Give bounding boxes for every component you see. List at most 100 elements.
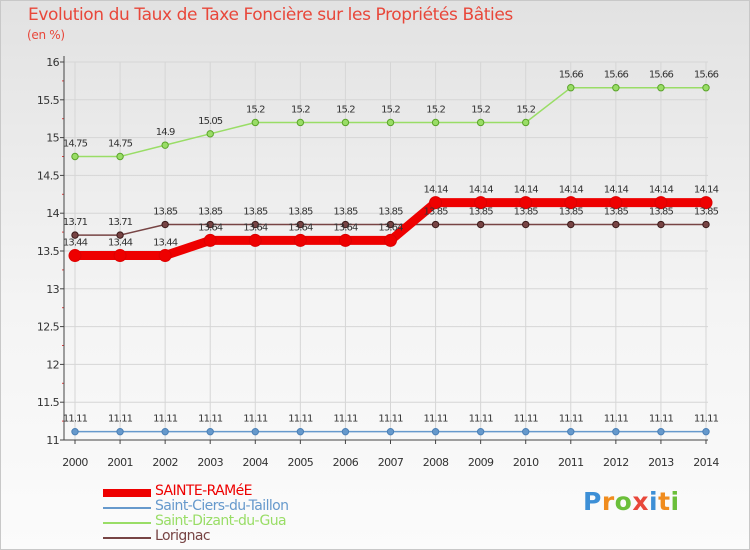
data-point-sainte-ramee — [654, 196, 668, 210]
data-label-sainte-ramee: 14.14 — [514, 185, 539, 196]
data-label-saint-ciers-du-taillon: 11.11 — [198, 414, 223, 425]
legend-swatch — [103, 537, 151, 539]
data-point-lorignac — [116, 231, 124, 239]
y-tick-label: 13.5 — [37, 245, 60, 258]
x-tick-label: 2000 — [62, 456, 88, 469]
data-label-saint-ciers-du-taillon: 11.11 — [694, 414, 719, 425]
x-tick-label: 2005 — [288, 456, 314, 469]
data-point-saint-ciers-du-taillon — [386, 427, 395, 436]
data-label-sainte-ramee: 14.14 — [424, 185, 449, 196]
data-label-saint-ciers-du-taillon: 11.11 — [469, 414, 494, 425]
legend-label: Saint-Dizant-du-Gua — [155, 513, 287, 529]
data-label-sainte-ramee: 13.64 — [288, 222, 313, 233]
logo-letter: i — [649, 487, 659, 516]
data-label-lorignac: 13.85 — [333, 207, 358, 218]
x-tick-label: 2008 — [423, 456, 449, 469]
data-label-lorignac: 13.71 — [63, 217, 88, 228]
data-label-saint-dizant-du-gua: 15.2 — [336, 104, 355, 115]
legend: SAINTE-RAMéE Saint-Ciers-du-Taillon Sain… — [103, 483, 363, 545]
data-point-sainte-ramee — [248, 233, 262, 247]
data-label-lorignac: 13.85 — [694, 207, 719, 218]
data-point-lorignac — [522, 220, 530, 229]
data-point-sainte-ramee — [474, 196, 488, 210]
data-label-saint-dizant-du-gua: 15.05 — [198, 116, 223, 127]
y-tick-label: 11.5 — [37, 396, 60, 409]
x-tick-label: 2014 — [693, 456, 719, 469]
x-tick-label: 2001 — [107, 456, 133, 469]
data-label-saint-dizant-du-gua: 15.2 — [291, 104, 310, 115]
data-label-sainte-ramee: 14.14 — [649, 185, 674, 196]
data-point-sainte-ramee — [338, 233, 352, 247]
data-point-saint-dizant-du-gua — [71, 152, 79, 161]
proxiti-logo[interactable]: Proxiti — [583, 487, 680, 516]
data-label-lorignac: 13.85 — [424, 207, 449, 218]
data-label-saint-dizant-du-gua: 15.2 — [246, 104, 265, 115]
legend-item-saint-dizant-du-gua[interactable]: Saint-Dizant-du-Gua — [103, 513, 363, 530]
data-label-sainte-ramee: 13.44 — [108, 238, 133, 249]
data-label-saint-ciers-du-taillon: 11.11 — [604, 414, 629, 425]
logo-letter: P — [583, 487, 602, 516]
data-label-saint-ciers-du-taillon: 11.11 — [153, 414, 178, 425]
data-point-lorignac — [612, 220, 620, 229]
data-label-saint-ciers-du-taillon: 11.11 — [243, 414, 268, 425]
data-label-lorignac: 13.85 — [649, 207, 674, 218]
legend-swatch — [103, 507, 151, 509]
data-label-lorignac: 13.85 — [604, 207, 629, 218]
data-label-saint-ciers-du-taillon: 11.11 — [378, 414, 403, 425]
logo-letter: t — [658, 487, 671, 516]
data-label-saint-dizant-du-gua: 15.66 — [649, 70, 674, 81]
data-point-saint-ciers-du-taillon — [116, 427, 124, 436]
data-label-lorignac: 13.85 — [243, 207, 268, 218]
data-point-saint-dizant-du-gua — [476, 118, 485, 127]
logo-letter: x — [632, 487, 649, 516]
legend-item-sainte-ramee[interactable]: SAINTE-RAMéE — [103, 483, 363, 500]
data-label-saint-ciers-du-taillon: 11.11 — [424, 414, 449, 425]
data-label-saint-dizant-du-gua: 15.66 — [694, 70, 719, 81]
data-label-lorignac: 13.85 — [469, 207, 494, 218]
data-label-sainte-ramee: 14.14 — [694, 185, 719, 196]
data-point-saint-dizant-du-gua — [251, 118, 259, 127]
series-layer — [68, 84, 713, 436]
y-tick-label: 14 — [46, 207, 59, 220]
data-point-saint-dizant-du-gua — [702, 84, 710, 92]
data-label-lorignac: 13.85 — [514, 207, 539, 218]
data-label-saint-ciers-du-taillon: 11.11 — [559, 414, 584, 425]
data-point-sainte-ramee — [113, 249, 127, 263]
y-tick-label: 13 — [46, 283, 59, 296]
legend-label: Lorignac — [155, 528, 211, 544]
data-point-lorignac — [71, 231, 79, 239]
data-label-sainte-ramee: 13.64 — [243, 222, 268, 233]
data-label-lorignac: 13.85 — [288, 207, 313, 218]
data-label-saint-dizant-du-gua: 14.9 — [156, 127, 175, 138]
data-label-sainte-ramee: 13.44 — [153, 238, 178, 249]
data-label-saint-ciers-du-taillon: 11.11 — [288, 414, 313, 425]
data-point-lorignac — [431, 220, 440, 229]
legend-swatch — [103, 522, 151, 524]
data-label-saint-dizant-du-gua: 15.2 — [381, 104, 400, 115]
x-tick-label: 2010 — [513, 456, 539, 469]
x-tick-label: 2011 — [558, 456, 584, 469]
data-label-sainte-ramee: 13.44 — [63, 238, 88, 249]
data-point-saint-dizant-du-gua — [296, 118, 305, 127]
x-tick-label: 2004 — [242, 456, 268, 469]
data-point-lorignac — [386, 220, 395, 229]
data-point-lorignac — [476, 220, 485, 229]
data-point-sainte-ramee — [429, 196, 443, 210]
data-point-sainte-ramee — [158, 249, 172, 263]
data-label-saint-dizant-du-gua: 14.75 — [63, 139, 88, 150]
data-point-saint-ciers-du-taillon — [431, 427, 440, 436]
data-point-sainte-ramee — [609, 196, 623, 210]
x-tick-label: 2002 — [152, 456, 178, 469]
data-point-saint-ciers-du-taillon — [251, 427, 259, 436]
data-point-saint-dizant-du-gua — [161, 141, 169, 149]
legend-item-lorignac[interactable]: Lorignac — [103, 528, 363, 545]
data-point-saint-ciers-du-taillon — [296, 427, 305, 436]
data-point-sainte-ramee — [293, 233, 307, 247]
data-point-saint-dizant-du-gua — [341, 118, 350, 127]
legend-item-saint-ciers-du-taillon[interactable]: Saint-Ciers-du-Taillon — [103, 498, 363, 515]
data-label-saint-dizant-du-gua: 15.2 — [471, 104, 490, 115]
y-tick-label: 15.5 — [37, 94, 60, 107]
x-tick-label: 2006 — [333, 456, 359, 469]
legend-label: SAINTE-RAMéE — [155, 483, 252, 499]
data-label-saint-dizant-du-gua: 14.75 — [108, 139, 133, 150]
